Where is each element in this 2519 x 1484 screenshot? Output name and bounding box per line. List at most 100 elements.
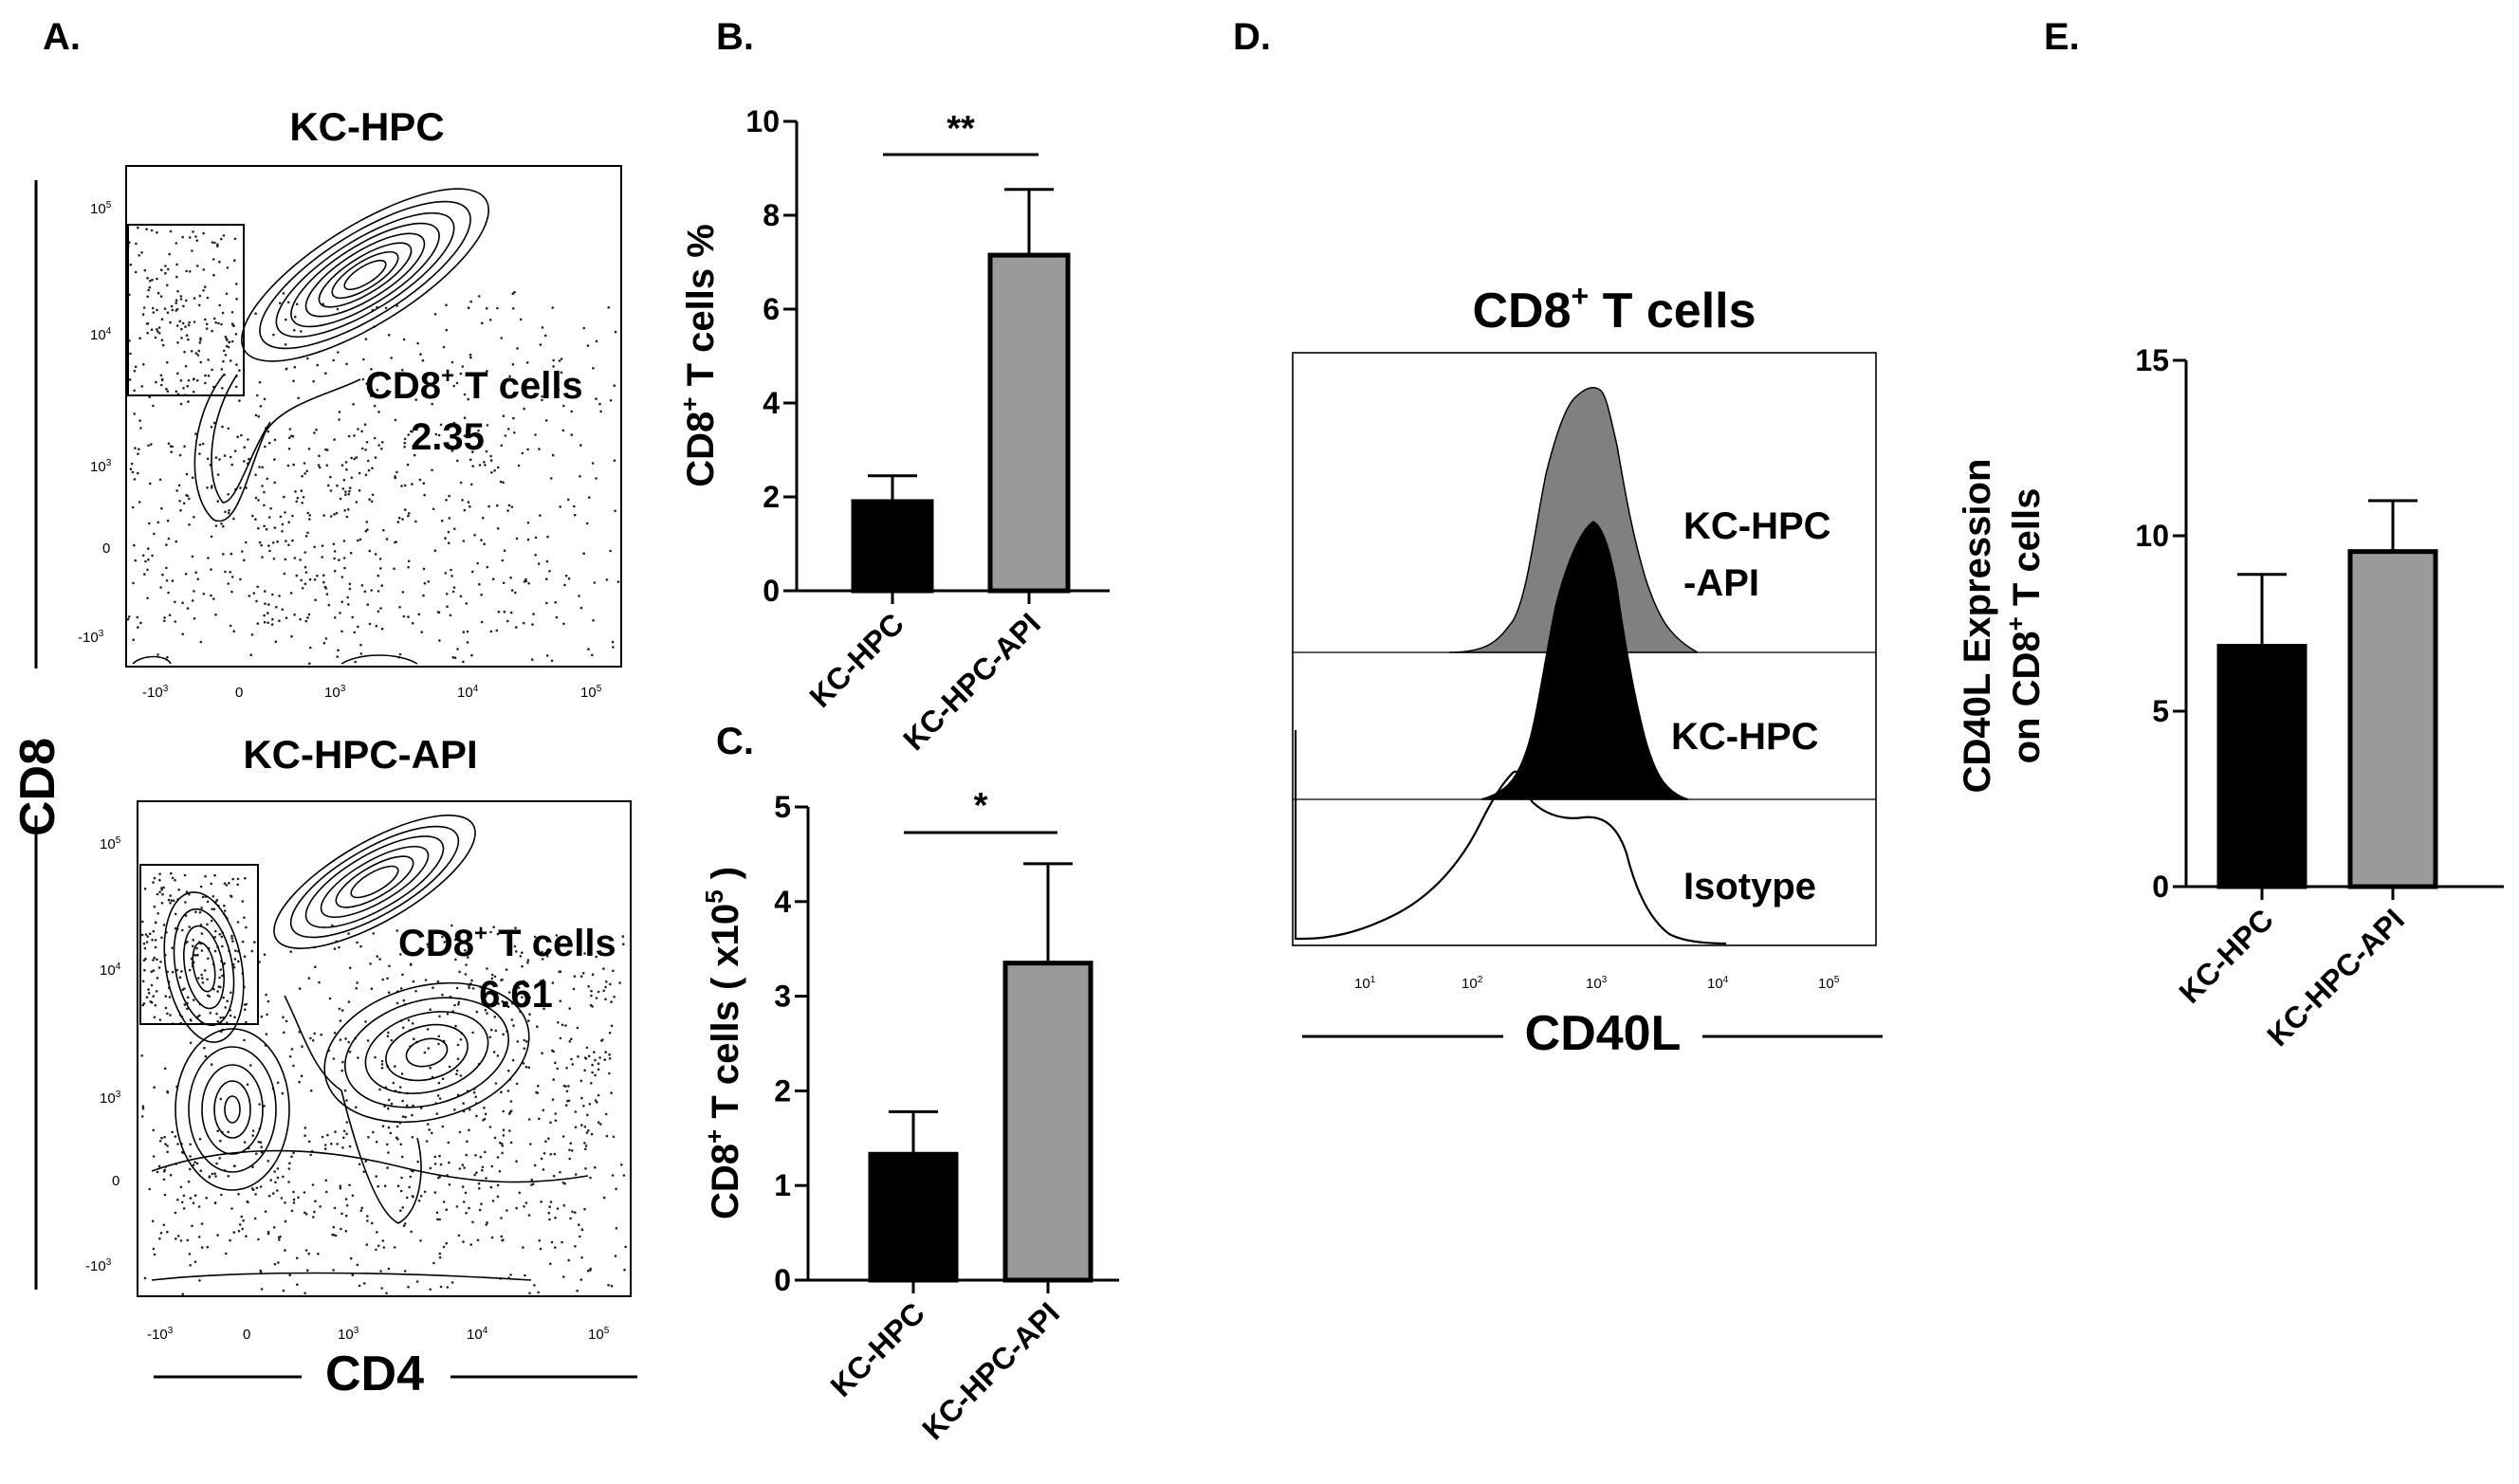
facs-event-dot [610,1091,613,1094]
facs-event-dot [142,1002,146,1005]
facs-event-dot [323,1144,327,1146]
facs-event-dot [160,318,164,321]
facs-event-dot [592,367,595,370]
facs-event-dot [586,344,590,347]
facs-event-dot [524,1273,526,1277]
facs-event-dot [500,1235,504,1238]
facs-event-dot [185,299,188,302]
facs-event-dot [375,1140,378,1144]
facs-event-dot [357,539,359,542]
facs-event-dot [359,538,362,541]
facs-event-dot [246,1200,249,1203]
facs-event-dot [213,873,216,877]
facs-event-dot [578,1223,580,1226]
facs-event-dot [564,1104,568,1107]
facs-event-dot [197,349,201,353]
facs-event-dot [152,969,156,972]
facs-event-dot [307,613,311,616]
facs-event-dot [560,953,562,956]
facs-event-dot [480,620,484,624]
facs-event-dot [192,1201,195,1204]
facs-event-dot [586,1269,590,1273]
facs-event-dot [183,445,186,449]
facs-event-dot [513,944,517,948]
facs-event-dot [371,467,374,470]
facs-event-dot [308,518,311,521]
facs-event-dot [218,976,221,980]
facs-event-dot [340,1069,344,1072]
facs-event-dot [145,996,149,998]
facs-event-dot [338,411,341,413]
facs-event-dot [223,454,227,457]
facs-event-dot [152,959,155,962]
facs-event-dot [297,396,301,400]
facs-event-dot [442,1245,446,1249]
facs-event-dot [358,471,361,475]
facs-event-dot [278,619,281,622]
facs-top-ytick-0: 0 [102,540,110,557]
facs-event-dot [424,979,428,981]
histogram-kc-hpc-peak [1480,521,1689,800]
facs-event-dot [192,390,195,394]
facs-event-dot [453,1108,456,1111]
facs-bottom-xtick-0: 0 [243,1327,250,1343]
facs-event-dot [287,1167,291,1170]
facs-event-dot [591,973,595,976]
facs-event-dot [409,962,413,965]
facs-event-dot [130,462,134,466]
facs-event-dot [549,1200,553,1203]
facs-event-dot [376,388,379,392]
facs-event-dot [184,573,188,576]
facs-event-dot [257,1141,261,1144]
facs-event-dot [333,438,336,441]
facs-event-dot [196,577,199,580]
facs-event-dot [526,961,529,964]
facs-event-dot [176,372,179,376]
facs-event-dot [344,490,347,493]
facs-event-dot [467,306,470,310]
facs-event-dot [203,285,207,288]
facs-event-dot [566,1099,569,1103]
facs-event-dot [548,1218,551,1221]
facs-event-dot [506,619,509,623]
facs-event-dot [396,1184,400,1187]
facs-event-dot [153,956,156,960]
facs-event-dot [197,1236,201,1238]
facs-event-dot [175,302,177,304]
facs-event-dot [154,939,157,942]
facs-event-dot [215,898,219,902]
facs-event-dot [515,950,518,953]
facs-event-dot [171,308,175,312]
facs-event-dot [206,900,210,904]
facs-event-dot [155,990,158,993]
facs-event-dot [166,1230,169,1234]
facs-event-dot [288,436,291,440]
facs-event-dot [176,1143,179,1145]
facs-event-dot [368,498,371,501]
facs-event-dot [224,570,227,574]
facs-event-dot [163,616,166,619]
facs-event-dot [214,524,218,527]
facs-event-dot [456,1093,460,1097]
facs-event-dot [545,601,548,605]
facs-event-dot [147,992,151,995]
facs-event-dot [232,517,235,521]
facs-event-dot [159,1232,163,1235]
facs-event-dot [446,1013,450,1016]
facs-event-dot [503,610,506,614]
facs-event-dot [149,279,152,283]
facs-event-dot [545,559,549,563]
facs-event-dot [458,970,461,974]
facs-event-dot [408,1185,411,1189]
facs-event-dot [211,1172,214,1176]
facs-event-dot [276,1167,280,1170]
facs-event-dot [220,368,224,371]
facs-event-dot [349,551,353,555]
histogram-x-axis-label: CD40L [1525,1006,1682,1061]
facs-event-dot [592,619,595,622]
facs-event-dot [306,531,309,535]
facs-event-dot [345,467,348,471]
facs-event-dot [267,430,270,433]
panel-letter-b: B. [716,16,754,58]
facs-event-dot [273,1170,277,1173]
